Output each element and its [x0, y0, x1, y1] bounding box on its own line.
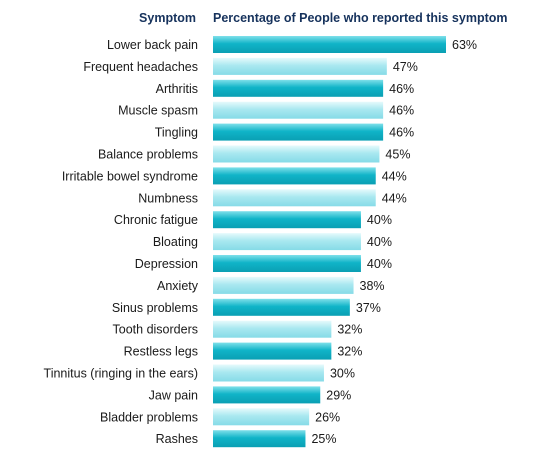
- value-label: 46%: [389, 104, 414, 118]
- bar: [213, 342, 332, 360]
- category-label: Arthritis: [156, 82, 198, 96]
- value-label: 32%: [337, 345, 362, 359]
- value-label: 46%: [389, 82, 414, 96]
- value-label: 63%: [452, 38, 477, 52]
- value-label: 45%: [385, 148, 410, 162]
- bar: [213, 320, 332, 338]
- value-label: 37%: [356, 301, 381, 315]
- value-label: 25%: [311, 432, 336, 446]
- category-label: Tooth disorders: [113, 323, 198, 337]
- category-label: Frequent headaches: [83, 60, 198, 74]
- category-label: Depression: [135, 257, 198, 271]
- value-label: 40%: [367, 257, 392, 271]
- value-label: 29%: [326, 388, 351, 402]
- category-label: Chronic fatigue: [114, 213, 198, 227]
- bar: [213, 189, 376, 207]
- bar: [213, 145, 380, 163]
- bar: [213, 36, 446, 53]
- bar: [213, 408, 310, 426]
- value-label: 32%: [337, 323, 362, 337]
- bar: [213, 364, 324, 382]
- value-label: 40%: [367, 235, 392, 249]
- category-label: Numbness: [138, 191, 198, 205]
- category-label: Irritable bowel syndrome: [62, 169, 198, 183]
- value-label: 30%: [330, 367, 355, 381]
- value-label: 38%: [360, 279, 385, 293]
- category-label: Tinnitus (ringing in the ears): [44, 367, 198, 381]
- category-label: Anxiety: [157, 279, 199, 293]
- bar: [213, 298, 350, 316]
- value-label: 47%: [393, 60, 418, 74]
- category-label: Bloating: [153, 235, 198, 249]
- bar: [213, 386, 321, 404]
- bar: [213, 430, 306, 448]
- bar: [213, 255, 361, 272]
- category-label: Restless legs: [124, 345, 198, 359]
- category-label: Bladder problems: [100, 410, 198, 424]
- bar: [213, 123, 384, 141]
- category-label: Rashes: [156, 432, 198, 446]
- category-label: Tingling: [155, 126, 198, 140]
- category-label: Muscle spasm: [118, 104, 198, 118]
- bar: [213, 167, 376, 185]
- value-label: 44%: [382, 169, 407, 183]
- symptom-column-header: Symptom: [139, 11, 196, 25]
- percentage-column-header: Percentage of People who reported this s…: [213, 11, 508, 25]
- value-label: 40%: [367, 213, 392, 227]
- value-label: 44%: [382, 191, 407, 205]
- bar: [213, 101, 384, 119]
- bar: [213, 57, 387, 75]
- category-label: Jaw pain: [149, 388, 198, 402]
- category-label: Sinus problems: [112, 301, 198, 315]
- category-label: Lower back pain: [107, 38, 198, 52]
- bar: [213, 276, 354, 294]
- value-label: 46%: [389, 126, 414, 140]
- bar: [213, 233, 361, 251]
- bar: [213, 211, 361, 229]
- value-label: 26%: [315, 410, 340, 424]
- bars-group: Lower back pain 63% Frequent headaches 47% A…: [44, 36, 477, 448]
- bar: [213, 79, 384, 97]
- category-label: Balance problems: [98, 148, 198, 162]
